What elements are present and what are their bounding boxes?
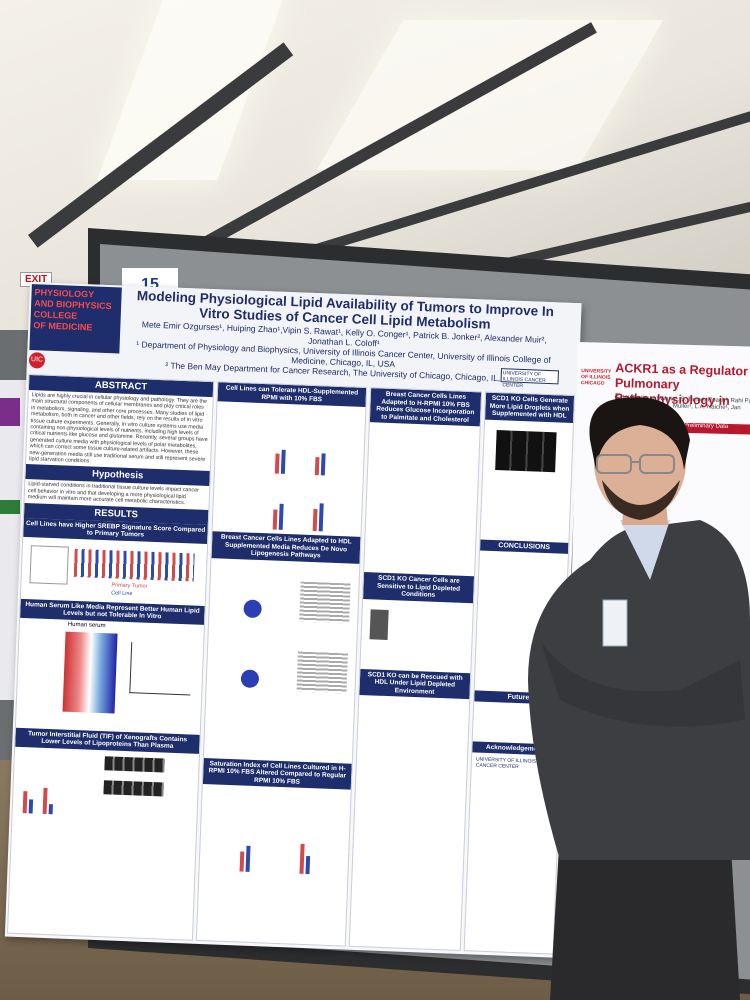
photo-scene: EXIT 15 PHYSIOLOGY AND BIOPHYSICS COLLEG… [0,0,750,1000]
person-presenter [528,397,750,1000]
